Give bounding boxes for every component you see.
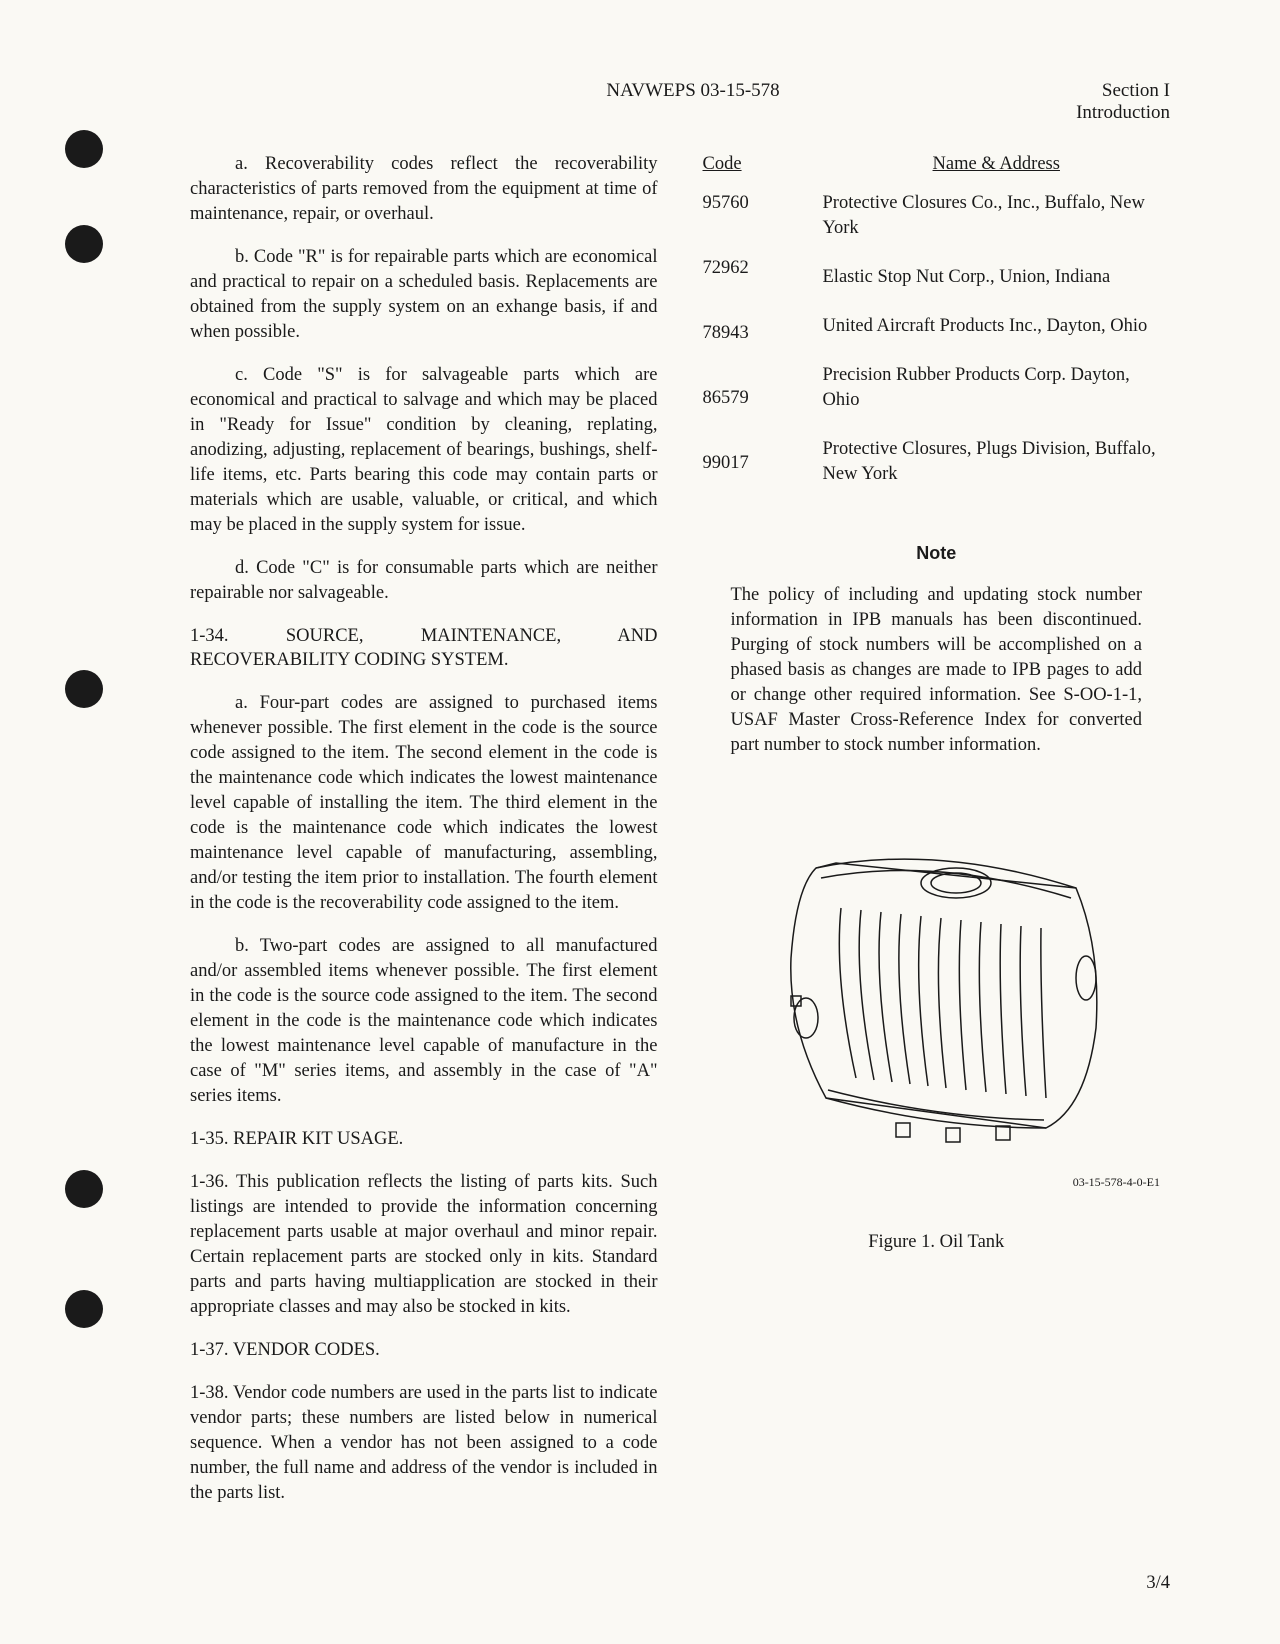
note-heading: Note: [703, 541, 1171, 565]
section-1-35: 1-35. REPAIR KIT USAGE.: [190, 1127, 658, 1152]
paragraph-1-36: 1-36. This publication reflects the list…: [190, 1170, 658, 1320]
vendor-name: Protective Closures, Plugs Division, Buf…: [823, 437, 1171, 487]
header-section-line1: Section I: [1076, 80, 1170, 102]
vendor-name: United Aircraft Products Inc., Dayton, O…: [823, 314, 1171, 339]
vendor-code: 95760: [703, 191, 783, 216]
section-1-37: 1-37. VENDOR CODES.: [190, 1338, 658, 1363]
vendor-code: 78943: [703, 321, 783, 346]
paragraph-d: d. Code "C" is for consumable parts whic…: [190, 556, 658, 606]
section-1-34: 1-34. SOURCE, MAINTENANCE, AND RECOVERAB…: [190, 624, 658, 674]
vendor-code: 99017: [703, 451, 783, 476]
page-header: NAVWEPS 03-15-578 Section I Introduction: [190, 80, 1170, 124]
punch-hole: [65, 670, 103, 708]
paragraph-1-34b: b. Two-part codes are assigned to all ma…: [190, 934, 658, 1109]
paragraph-1-34a: a. Four-part codes are assigned to purch…: [190, 691, 658, 916]
figure-reference-id: 03-15-578-4-0-E1: [703, 1174, 1171, 1190]
figure-caption: Figure 1. Oil Tank: [703, 1230, 1171, 1255]
header-section: Section I Introduction: [1076, 80, 1170, 124]
vendor-name-column: Name & Address Protective Closures Co., …: [823, 152, 1171, 511]
oil-tank-illustration: [746, 828, 1126, 1158]
vendor-name: Elastic Stop Nut Corp., Union, Indiana: [823, 265, 1171, 290]
punch-hole: [65, 225, 103, 263]
two-column-body: a. Recoverability codes reflect the reco…: [190, 152, 1170, 1524]
vendor-code: 86579: [703, 386, 783, 411]
note-body: The policy of including and updating sto…: [703, 583, 1171, 758]
punch-hole: [65, 1290, 103, 1328]
left-column: a. Recoverability codes reflect the reco…: [190, 152, 658, 1524]
paragraph-c: c. Code "S" is for salvageable parts whi…: [190, 363, 658, 538]
vendor-name: Protective Closures Co., Inc., Buffalo, …: [823, 191, 1171, 241]
paragraph-b: b. Code "R" is for repairable parts whic…: [190, 245, 658, 345]
header-doc-id: NAVWEPS 03-15-578: [190, 80, 1076, 124]
page-number: 3/4: [1146, 1573, 1170, 1594]
figure-1: 03-15-578-4-0-E1 Figure 1. Oil Tank: [703, 828, 1171, 1255]
punch-hole: [65, 130, 103, 168]
paragraph-1-38: 1-38. Vendor code numbers are used in th…: [190, 1381, 658, 1506]
vendor-code-table: Code 95760 72962 78943 86579 99017 Name …: [703, 152, 1171, 511]
vendor-code-column: Code 95760 72962 78943 86579 99017: [703, 152, 783, 511]
header-section-line2: Introduction: [1076, 102, 1170, 124]
right-column: Code 95760 72962 78943 86579 99017 Name …: [703, 152, 1171, 1524]
vendor-code: 72962: [703, 256, 783, 281]
vendor-name: Precision Rubber Products Corp. Dayton, …: [823, 363, 1171, 413]
punch-hole: [65, 1170, 103, 1208]
document-page: NAVWEPS 03-15-578 Section I Introduction…: [0, 0, 1280, 1644]
paragraph-a: a. Recoverability codes reflect the reco…: [190, 152, 658, 227]
vendor-name-header: Name & Address: [823, 152, 1171, 177]
vendor-code-header: Code: [703, 152, 783, 177]
